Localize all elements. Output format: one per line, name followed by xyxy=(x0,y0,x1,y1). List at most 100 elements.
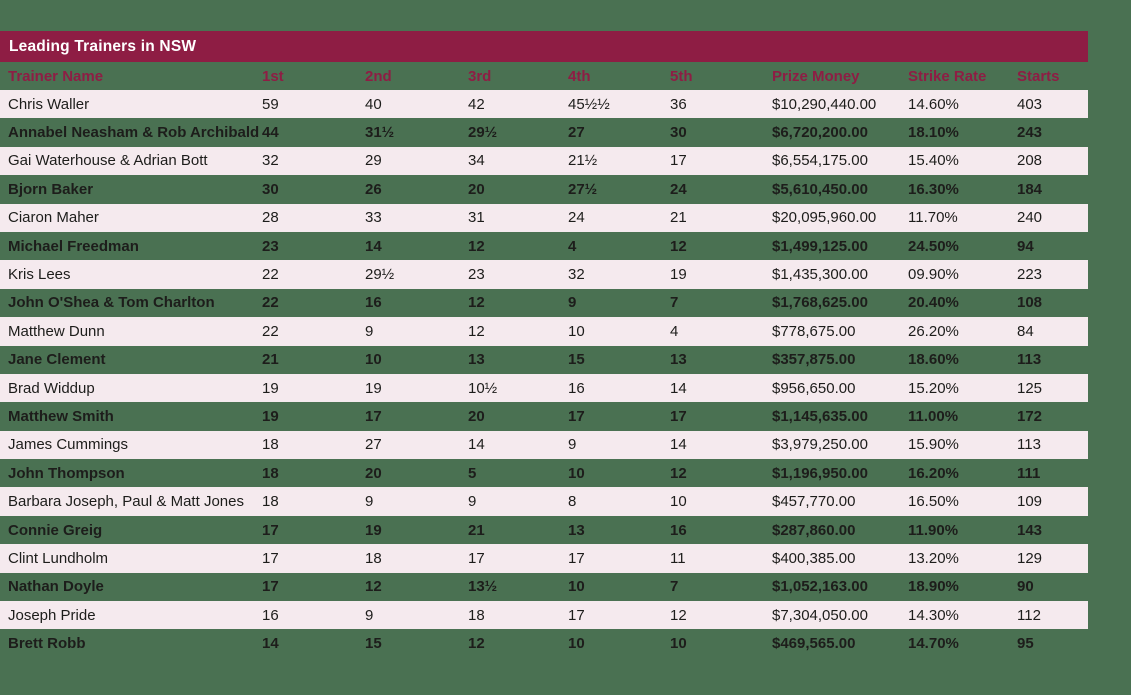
prize-money-cell: $7,304,050.00 xyxy=(772,606,868,624)
second-cell: 9 xyxy=(365,493,374,511)
second-cell: 19 xyxy=(365,379,382,397)
strike-rate-cell: 11.00% xyxy=(908,407,959,425)
first-cell: 18 xyxy=(262,436,279,454)
starts-cell: 94 xyxy=(1017,237,1034,255)
fourth-cell: 10 xyxy=(568,464,585,482)
fourth-cell: 17 xyxy=(568,407,585,425)
second-cell: 27 xyxy=(365,436,382,454)
leading-trainers-table: Trainer Name 1st 2nd 3rd 4th 5th Prize M… xyxy=(0,62,1088,658)
trainer-name-cell: John Thompson xyxy=(8,464,125,482)
table-row: Annabel Neasham & Rob Archibald 44 31½ 29½ 2… xyxy=(0,118,1088,146)
table-body: Chris Waller 59 40 42 45½½ 36 $10,290,440.00 14… xyxy=(0,90,1088,658)
trainer-name-cell: Kris Lees xyxy=(8,266,71,284)
column-header-starts: Starts xyxy=(1017,67,1060,85)
first-cell: 18 xyxy=(262,493,279,511)
fifth-cell: 11 xyxy=(670,549,686,567)
prize-money-cell: $1,768,625.00 xyxy=(772,294,868,312)
second-cell: 19 xyxy=(365,521,382,539)
fourth-cell: 27½ xyxy=(568,180,598,198)
starts-cell: 243 xyxy=(1017,124,1043,142)
prize-money-cell: $457,770.00 xyxy=(772,493,856,511)
third-cell: 5 xyxy=(468,464,477,482)
third-cell: 29½ xyxy=(468,124,498,142)
table-row: Matthew Smith 19 17 20 17 17 $1,145,635.00 11.0… xyxy=(0,402,1088,430)
table-row: Jane Clement 21 10 13 15 13 $357,875.00 18.60% 1… xyxy=(0,346,1088,374)
first-cell: 28 xyxy=(262,209,279,227)
starts-cell: 403 xyxy=(1017,95,1043,113)
column-header-prize-money: Prize Money xyxy=(772,67,860,85)
strike-rate-cell: 13.20% xyxy=(908,549,959,567)
strike-rate-cell: 11.90% xyxy=(908,521,959,539)
second-cell: 9 xyxy=(365,322,374,340)
second-cell: 17 xyxy=(365,407,382,425)
prize-money-cell: $400,385.00 xyxy=(772,549,856,567)
prize-money-cell: $6,720,200.00 xyxy=(772,124,868,142)
strike-rate-cell: 14.60% xyxy=(908,95,959,113)
third-cell: 13½ xyxy=(468,578,498,596)
prize-money-cell: $1,052,163.00 xyxy=(772,578,868,596)
starts-cell: 208 xyxy=(1017,152,1043,170)
first-cell: 59 xyxy=(262,95,279,113)
second-cell: 20 xyxy=(365,464,382,482)
second-cell: 9 xyxy=(365,606,374,624)
fourth-cell: 9 xyxy=(568,294,577,312)
table-row: Clint Lundholm 17 18 17 17 11 $400,385.00 13.20… xyxy=(0,544,1088,573)
strike-rate-cell: 26.20% xyxy=(908,322,959,340)
fifth-cell: 17 xyxy=(670,152,687,170)
third-cell: 12 xyxy=(468,635,485,653)
fourth-cell: 10 xyxy=(568,322,585,340)
starts-cell: 112 xyxy=(1017,606,1041,624)
column-header-2nd: 2nd xyxy=(365,67,392,85)
first-cell: 21 xyxy=(262,351,279,369)
second-cell: 12 xyxy=(365,578,382,596)
column-header-strike-rate: Strike Rate xyxy=(908,67,987,85)
fifth-cell: 30 xyxy=(670,124,687,142)
strike-rate-cell: 18.90% xyxy=(908,578,959,596)
first-cell: 14 xyxy=(262,635,279,653)
table-row: Connie Greig 17 19 21 13 16 $287,860.00 11.90% 1… xyxy=(0,516,1088,544)
prize-money-cell: $1,499,125.00 xyxy=(772,237,868,255)
prize-money-cell: $287,860.00 xyxy=(772,521,856,539)
starts-cell: 84 xyxy=(1017,322,1034,340)
prize-money-cell: $1,435,300.00 xyxy=(772,266,868,284)
fourth-cell: 17 xyxy=(568,549,585,567)
table-row: Chris Waller 59 40 42 45½½ 36 $10,290,440.00 14… xyxy=(0,90,1088,119)
starts-cell: 129 xyxy=(1017,549,1043,567)
first-cell: 22 xyxy=(262,322,279,340)
trainer-name-cell: Joseph Pride xyxy=(8,606,96,624)
third-cell: 18 xyxy=(468,606,485,624)
trainer-name-cell: John O'Shea & Tom Charlton xyxy=(8,294,215,312)
prize-money-cell: $469,565.00 xyxy=(772,635,856,653)
fourth-cell: 27 xyxy=(568,124,585,142)
third-cell: 12 xyxy=(468,294,485,312)
second-cell: 16 xyxy=(365,294,382,312)
third-cell: 31 xyxy=(468,209,485,227)
starts-cell: 111 xyxy=(1017,464,1041,482)
fifth-cell: 12 xyxy=(670,464,687,482)
title-bar: Leading Trainers in NSW xyxy=(0,31,1088,62)
column-header-1st: 1st xyxy=(262,67,284,85)
starts-cell: 143 xyxy=(1017,521,1043,539)
starts-cell: 90 xyxy=(1017,578,1034,596)
third-cell: 12 xyxy=(468,237,485,255)
fifth-cell: 12 xyxy=(670,237,687,255)
strike-rate-cell: 16.30% xyxy=(908,180,959,198)
starts-cell: 240 xyxy=(1017,209,1043,227)
fifth-cell: 12 xyxy=(670,606,687,624)
prize-money-cell: $20,095,960.00 xyxy=(772,209,877,227)
fifth-cell: 16 xyxy=(670,521,687,539)
strike-rate-cell: 14.70% xyxy=(908,635,959,653)
strike-rate-cell: 14.30% xyxy=(908,606,959,624)
table-row: Ciaron Maher 28 33 31 24 21 $20,095,960.00 11.7… xyxy=(0,203,1088,232)
column-header-trainer-name: Trainer Name xyxy=(8,67,104,85)
second-cell: 14 xyxy=(365,237,382,255)
fourth-cell: 32 xyxy=(568,266,585,284)
first-cell: 19 xyxy=(262,407,279,425)
strike-rate-cell: 11.70% xyxy=(908,209,958,227)
trainer-name-cell: Connie Greig xyxy=(8,521,103,539)
starts-cell: 109 xyxy=(1017,493,1043,511)
fifth-cell: 14 xyxy=(670,436,687,454)
third-cell: 20 xyxy=(468,180,485,198)
strike-rate-cell: 24.50% xyxy=(908,237,959,255)
fifth-cell: 10 xyxy=(670,493,687,511)
